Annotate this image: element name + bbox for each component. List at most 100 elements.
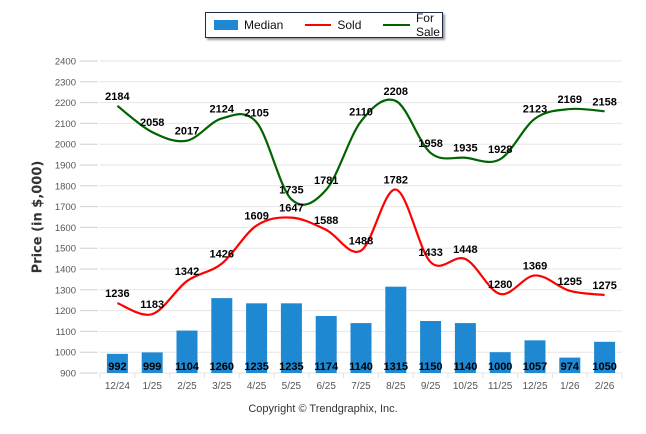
median-bar <box>594 341 616 373</box>
gridlines <box>80 60 623 378</box>
median-bar <box>350 323 372 373</box>
x-tick-label: 10/25 <box>453 381 478 392</box>
y-tick-label: 1000 <box>55 348 76 359</box>
median-bars <box>106 286 616 373</box>
x-tick-label: 2/26 <box>595 381 615 392</box>
median-bar <box>141 352 163 373</box>
for-sale-data-label: 2158 <box>592 96 616 108</box>
x-tick-label: 3/25 <box>212 381 232 392</box>
for-sale-data-label: 1735 <box>279 184 303 196</box>
x-tick-label: 2/25 <box>177 381 197 392</box>
x-tick-label: 4/25 <box>247 381 267 392</box>
y-tick-label: 2400 <box>55 57 76 68</box>
y-tick-label: 2300 <box>55 77 76 88</box>
sold-data-label: 1609 <box>244 211 268 223</box>
for-sale-swatch-icon <box>383 24 410 26</box>
y-axis-ticks: 900 1000 1100 1200 1300 1400 1500 1600 1700 1800 1… <box>55 57 76 380</box>
y-tick-label: 2200 <box>55 98 76 109</box>
copyright-text: Copyright © Trendgraphix, Inc. <box>248 403 398 415</box>
y-axis-label: Price (in $,000) <box>30 160 46 274</box>
x-tick-label: 1/26 <box>560 381 580 392</box>
series-lines <box>116 98 605 316</box>
median-bar <box>211 298 233 373</box>
sold-swatch-icon <box>305 24 332 26</box>
median-bar-label: 999 <box>143 361 161 373</box>
median-swatch-icon <box>214 20 238 30</box>
x-axis-ticks: 12/24 1/25 2/25 3/25 4/25 5/25 6/25 7/25 8/25 9/2… <box>105 381 615 392</box>
y-tick-label: 1300 <box>55 285 76 296</box>
legend-item-median[interactable]: Median <box>214 18 283 32</box>
sold-data-label: 1183 <box>140 299 164 311</box>
median-bar-label: 1260 <box>210 361 234 373</box>
y-tick-label: 1800 <box>55 181 76 192</box>
y-tick-label: 1500 <box>55 244 76 255</box>
y-tick-label: 2000 <box>55 140 76 151</box>
sold-data-label: 1369 <box>523 260 547 272</box>
median-bar <box>559 357 581 373</box>
legend-label: Sold <box>337 18 362 32</box>
for-sale-data-label: 2017 <box>175 126 199 138</box>
median-bar-label: 1150 <box>419 361 443 373</box>
median-bar-label: 1235 <box>244 361 268 373</box>
y-tick-label: 1100 <box>56 327 76 338</box>
sold-data-label: 1342 <box>175 266 199 278</box>
sold-data-label: 1426 <box>210 249 234 261</box>
legend: Median Sold For Sale <box>205 11 443 39</box>
for-sale-data-label: 1781 <box>314 175 338 187</box>
for-sale-data-label: 2058 <box>140 117 164 129</box>
median-bar-label: 1140 <box>349 361 373 373</box>
median-bar-label: 1104 <box>175 361 200 373</box>
median-bar-label: 1315 <box>384 361 408 373</box>
sold-data-label: 1295 <box>558 276 582 288</box>
median-bar-label: 1050 <box>592 361 616 373</box>
median-bar <box>454 323 476 373</box>
sold-data-label: 1433 <box>418 247 442 259</box>
y-tick-label: 1200 <box>55 306 76 317</box>
median-bar <box>246 303 268 373</box>
median-bar <box>489 352 511 373</box>
y-tick-label: 1700 <box>55 202 76 213</box>
x-tick-label: 12/25 <box>522 381 547 392</box>
median-bar <box>420 321 442 373</box>
for-sale-data-label: 2110 <box>349 106 373 118</box>
median-bar-label: 1235 <box>279 361 303 373</box>
y-tick-label: 2100 <box>55 119 76 130</box>
median-bar <box>315 316 337 373</box>
median-bar <box>106 353 128 373</box>
x-tick-label: 11/25 <box>488 381 513 392</box>
for-sale-data-label: 2169 <box>558 94 582 106</box>
x-tick-label: 5/25 <box>282 381 302 392</box>
legend-item-for-sale[interactable]: For Sale <box>383 11 449 39</box>
sold-data-label: 1236 <box>105 288 129 300</box>
for-sale-data-label: 1935 <box>453 143 477 155</box>
x-tick-label: 1/25 <box>142 381 162 392</box>
for-sale-line <box>116 98 605 206</box>
for-sale-data-label: 2184 <box>105 91 130 103</box>
median-bar <box>524 340 546 373</box>
for-sale-data-label: 2105 <box>244 107 268 119</box>
median-bar <box>385 286 407 373</box>
median-bar <box>280 303 302 373</box>
median-bar-label: 974 <box>561 361 580 373</box>
median-bar-label: 1140 <box>453 361 477 373</box>
x-tick-label: 8/25 <box>386 381 406 392</box>
legend-item-sold[interactable]: Sold <box>305 18 361 32</box>
sold-data-label: 1448 <box>453 244 477 256</box>
median-bar <box>176 330 198 373</box>
sold-data-label: 1280 <box>488 279 512 291</box>
median-bar-label: 1000 <box>488 361 512 373</box>
sold-data-label: 1488 <box>349 236 373 248</box>
y-tick-label: 1600 <box>55 223 76 234</box>
median-bar-label: 1057 <box>523 361 547 373</box>
sold-data-label: 1647 <box>279 203 303 215</box>
y-tick-label: 1400 <box>55 265 76 276</box>
median-bar-label: 992 <box>108 361 126 373</box>
legend-label: For Sale <box>415 11 440 39</box>
for-sale-data-label: 2123 <box>523 104 547 116</box>
data-labels: 992 999 1104 1260 1235 1235 1174 1140 1315 1150 11… <box>105 86 617 373</box>
x-tick-label: 9/25 <box>421 381 441 392</box>
x-tick-label: 12/24 <box>105 381 130 392</box>
y-tick-label: 900 <box>60 369 76 380</box>
sold-data-label: 1588 <box>314 215 338 227</box>
x-tick-label: 6/25 <box>316 381 336 392</box>
